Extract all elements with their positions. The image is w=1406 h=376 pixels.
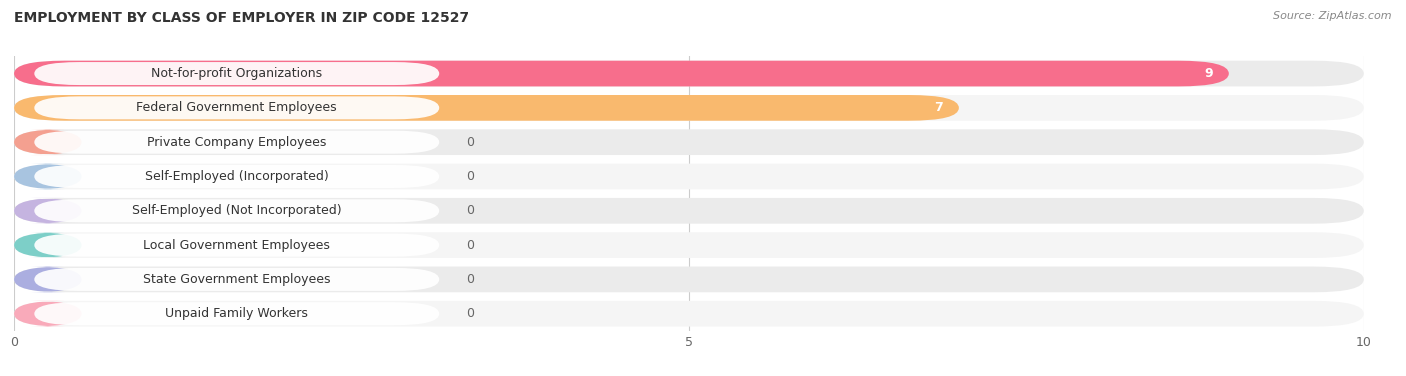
FancyBboxPatch shape — [14, 129, 1364, 155]
FancyBboxPatch shape — [14, 61, 1229, 86]
Text: Source: ZipAtlas.com: Source: ZipAtlas.com — [1274, 11, 1392, 21]
FancyBboxPatch shape — [14, 267, 1364, 292]
FancyBboxPatch shape — [14, 61, 1364, 86]
Text: 9: 9 — [1204, 67, 1212, 80]
Text: 7: 7 — [934, 102, 942, 114]
FancyBboxPatch shape — [34, 268, 439, 291]
FancyBboxPatch shape — [34, 131, 439, 154]
FancyBboxPatch shape — [34, 233, 439, 256]
Text: 0: 0 — [467, 136, 474, 149]
Text: Self-Employed (Incorporated): Self-Employed (Incorporated) — [145, 170, 329, 183]
Text: EMPLOYMENT BY CLASS OF EMPLOYER IN ZIP CODE 12527: EMPLOYMENT BY CLASS OF EMPLOYER IN ZIP C… — [14, 11, 470, 25]
FancyBboxPatch shape — [34, 62, 439, 85]
FancyBboxPatch shape — [14, 95, 959, 121]
FancyBboxPatch shape — [14, 95, 1364, 121]
Text: 0: 0 — [467, 273, 474, 286]
Text: 0: 0 — [467, 239, 474, 252]
FancyBboxPatch shape — [14, 164, 82, 190]
FancyBboxPatch shape — [14, 301, 82, 327]
Text: Self-Employed (Not Incorporated): Self-Employed (Not Incorporated) — [132, 204, 342, 217]
FancyBboxPatch shape — [14, 129, 82, 155]
FancyBboxPatch shape — [34, 199, 439, 222]
FancyBboxPatch shape — [14, 267, 82, 292]
Text: Not-for-profit Organizations: Not-for-profit Organizations — [152, 67, 322, 80]
FancyBboxPatch shape — [14, 198, 1364, 224]
Text: 0: 0 — [467, 307, 474, 320]
FancyBboxPatch shape — [14, 198, 82, 224]
FancyBboxPatch shape — [34, 165, 439, 188]
Text: Federal Government Employees: Federal Government Employees — [136, 102, 337, 114]
FancyBboxPatch shape — [34, 302, 439, 325]
Text: Private Company Employees: Private Company Employees — [148, 136, 326, 149]
FancyBboxPatch shape — [34, 96, 439, 119]
FancyBboxPatch shape — [14, 164, 1364, 190]
Text: 0: 0 — [467, 204, 474, 217]
Text: Local Government Employees: Local Government Employees — [143, 239, 330, 252]
FancyBboxPatch shape — [14, 232, 1364, 258]
Text: State Government Employees: State Government Employees — [143, 273, 330, 286]
FancyBboxPatch shape — [14, 301, 1364, 327]
Text: 0: 0 — [467, 170, 474, 183]
Text: Unpaid Family Workers: Unpaid Family Workers — [166, 307, 308, 320]
FancyBboxPatch shape — [14, 232, 82, 258]
